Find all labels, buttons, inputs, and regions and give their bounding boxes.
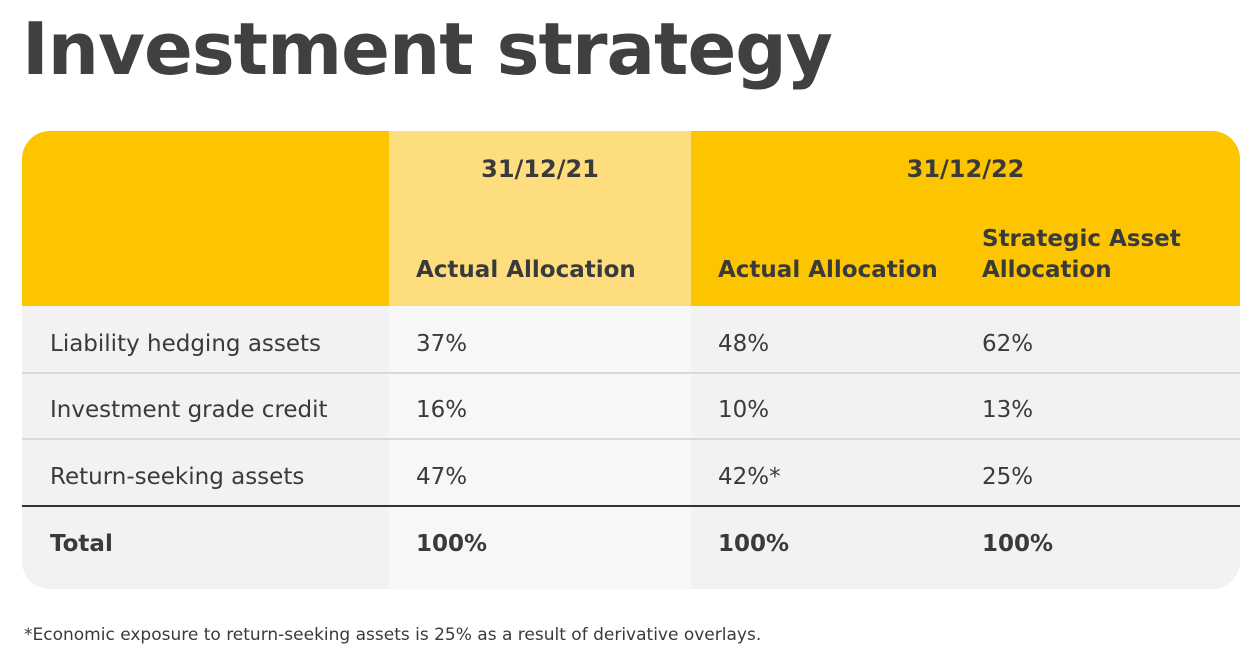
cell-return-2022-actual: 42%* [718,464,781,490]
row-divider [22,438,1240,440]
cell-credit-2022-strategic: 13% [982,397,1034,423]
table-body-label-background [22,306,389,589]
cell-liability-2021-actual: 37% [416,331,468,357]
cell-credit-2022-actual: 10% [718,397,770,423]
cell-return-2022-strategic: 25% [982,464,1034,490]
row-label-return-seeking: Return-seeking assets [50,464,305,490]
row-divider [22,372,1240,374]
cell-return-2021-actual: 47% [416,464,468,490]
date-header-2022: 31/12/22 [906,155,1025,183]
page-title: Investment strategy [22,7,833,91]
table-body-2022-background [691,306,1240,589]
cell-total-2022-actual: 100% [718,531,790,557]
column-header-strategic-2022: Strategic Asset Allocation [982,226,1181,283]
row-label-total: Total [50,531,113,557]
footnote: *Economic exposure to return-seeking ass… [24,625,762,645]
table-header-2021-background [389,131,691,306]
column-header-actual-2022: Actual Allocation [718,257,938,283]
row-label-investment-grade: Investment grade credit [50,397,328,423]
cell-total-2022-strategic: 100% [982,531,1054,557]
date-header-2021: 31/12/21 [481,155,599,183]
total-divider [22,505,1240,507]
cell-credit-2021-actual: 16% [416,397,468,423]
cell-liability-2022-strategic: 62% [982,331,1034,357]
row-label-liability-hedging: Liability hedging assets [50,331,322,357]
table-body-2021-background [389,306,691,589]
allocation-table: 31/12/21 31/12/22 Actual Allocation Actu… [22,131,1240,589]
cell-total-2021-actual: 100% [416,531,488,557]
column-header-actual-2021: Actual Allocation [416,257,636,283]
cell-liability-2022-actual: 48% [718,331,770,357]
